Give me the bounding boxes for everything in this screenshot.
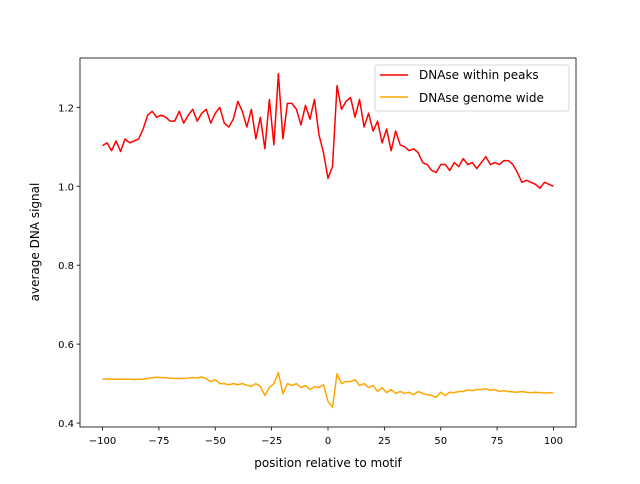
y-axis-label: average DNA signal (28, 183, 42, 302)
y-tick-label: 1.2 (58, 103, 74, 114)
y-tick-label: 0.4 (58, 419, 74, 430)
series-line-genome-wide (102, 371, 554, 409)
legend-box (374, 64, 570, 112)
legend-label-within-peaks: DNAse within peaks (419, 68, 539, 82)
x-axis-label: position relative to motif (254, 456, 402, 470)
x-tick-label: −75 (148, 436, 169, 447)
x-tick-label: −25 (261, 436, 282, 447)
legend-label-genome-wide: DNAse genome wide (419, 91, 544, 105)
series-line-within-peaks (102, 73, 554, 189)
legend: DNAse within peaks DNAse genome wide (374, 64, 570, 112)
x-tick-label: 50 (434, 436, 447, 447)
x-tick-label: 25 (378, 436, 391, 447)
x-tick-label: 75 (491, 436, 504, 447)
series-layer (102, 73, 554, 409)
x-tick-label: −100 (89, 436, 116, 447)
y-tick-label: 0.8 (58, 261, 74, 272)
x-tick-label: 100 (544, 436, 563, 447)
y-tick-label: 1.0 (58, 182, 74, 193)
x-tick-label: 0 (325, 436, 331, 447)
x-tick-label: −50 (205, 436, 226, 447)
x-axis: −100 −75 −50 −25 0 25 50 75 100 (89, 427, 563, 447)
y-axis: 0.4 0.6 0.8 1.0 1.2 (58, 103, 80, 430)
y-tick-label: 0.6 (58, 340, 74, 351)
